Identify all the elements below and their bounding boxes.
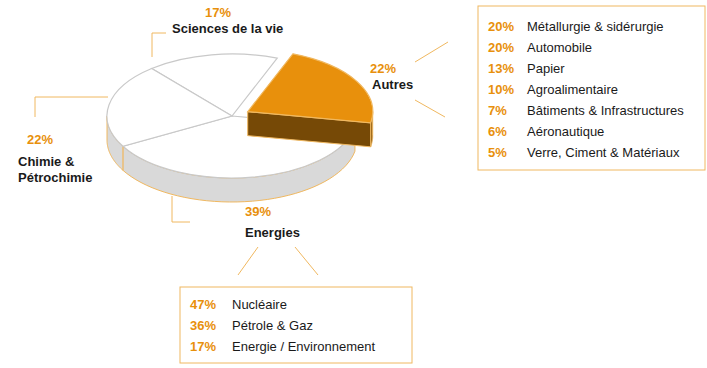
list-value: 36% [190,318,216,333]
list-value: 10% [488,82,514,97]
pie-slice [107,69,232,147]
list-label: Agroalimentaire [527,82,618,97]
data-label: 22% [27,132,53,147]
category-label-line: Chimie & [18,154,74,169]
callout-line [415,100,445,117]
chart: 17%Sciences de la vie22%Autres39%Energie… [0,0,707,368]
list-value: 5% [488,145,507,160]
callout-line [172,196,190,222]
data-label: 39% [245,204,271,219]
category-label: Chimie &Pétrochimie [18,154,92,185]
list-label: Energie / Environnement [232,339,375,354]
breakdown-list: 47% Nucléaire 36% Pétrole & Gaz 17% Energie /… [180,247,412,363]
list-label: Papier [527,61,565,76]
list-value: 47% [190,297,216,312]
list-box [180,287,412,363]
category-label: Autres [372,77,413,92]
category-label: Sciences de la vie [172,21,283,36]
list-value: 7% [488,103,507,118]
labels: 17%Sciences de la vie22%Autres39%Energie… [18,5,413,240]
pie [107,54,373,202]
callout-line [35,97,108,117]
pie-slice [248,54,373,123]
list-value: 20% [488,19,514,34]
list-label: Nucléaire [232,297,287,312]
list-value: 13% [488,61,514,76]
list-label: Aéronautique [527,124,604,139]
list-label: Bâtiments & Infrastructures [527,103,684,118]
list-label: Pétrole & Gaz [232,318,313,333]
data-label: 17% [205,5,231,20]
list-value: 6% [488,124,507,139]
list-box [478,6,705,170]
category-label-line: Pétrochimie [18,170,92,185]
list-label: Métallurgie & sidérurgie [527,19,664,34]
list-value: 20% [488,40,514,55]
pie-slice-group [248,54,373,123]
list-label: Verre, Ciment & Matériaux [527,145,680,160]
list-label: Automobile [527,40,592,55]
callout-line [415,42,448,62]
callout-line [295,247,318,275]
data-label: 22% [370,61,396,76]
breakdown-list: 20% Métallurgie & sidérurgie 20% Automobile… [415,6,705,170]
category-label: Energies [245,225,300,240]
callout-line [152,33,166,57]
list-value: 17% [190,339,216,354]
pie-slice-group [107,69,232,147]
callout-line [238,247,258,275]
